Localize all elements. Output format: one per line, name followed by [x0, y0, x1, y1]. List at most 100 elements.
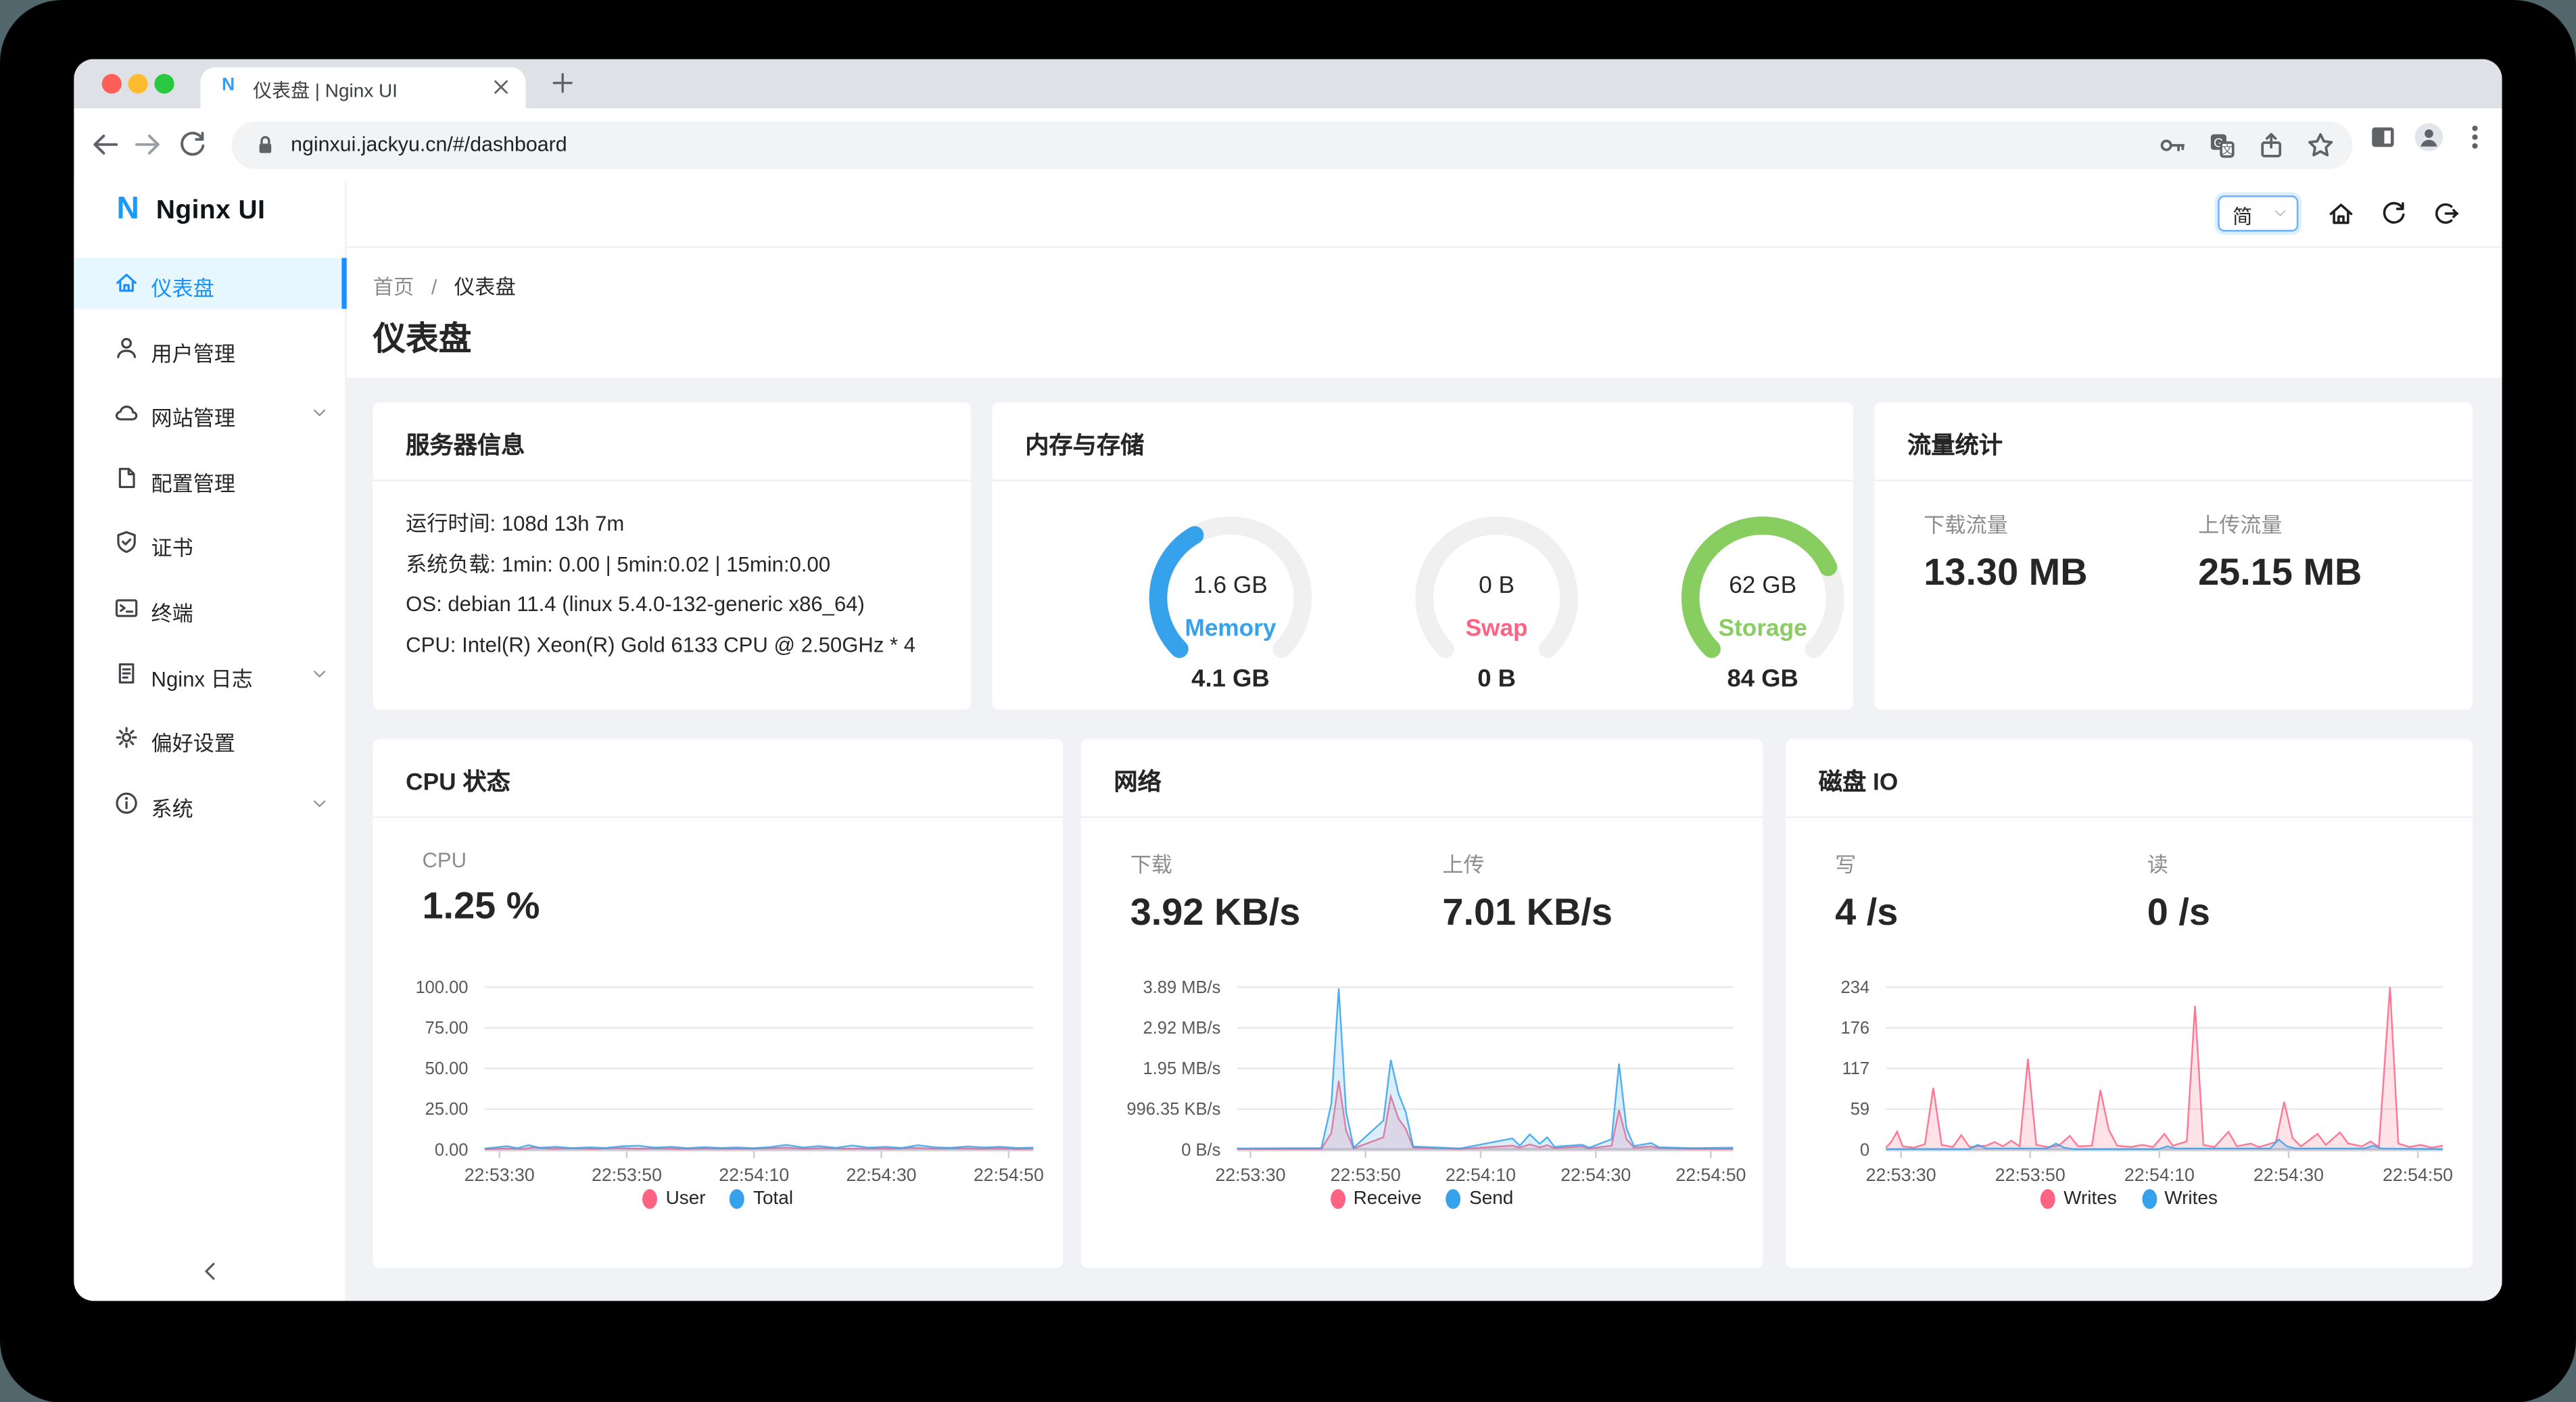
legend-item-user[interactable]: User: [642, 1189, 706, 1209]
side-panel-icon: [2372, 127, 2394, 147]
sidebar-item-info[interactable]: 系统: [74, 778, 346, 829]
legend-item-total[interactable]: Total: [730, 1189, 793, 1209]
back-icon: [93, 135, 118, 155]
svg-text:50.00: 50.00: [425, 1059, 469, 1078]
profile-avatar[interactable]: [2413, 122, 2444, 153]
sidebar-item-safety[interactable]: 证书: [74, 518, 346, 569]
language-select[interactable]: 简: [2218, 195, 2299, 232]
card-title: CPU 状态: [406, 770, 510, 797]
svg-text:100.00: 100.00: [415, 978, 468, 997]
legend-item-writes[interactable]: Writes: [2141, 1189, 2218, 1209]
legend-marker: [2141, 1189, 2157, 1209]
gauge-arc: [1149, 516, 1312, 658]
svg-text:75.00: 75.00: [425, 1019, 469, 1038]
sidebar-item-label: 网站管理: [151, 406, 235, 431]
legend-item-send[interactable]: Send: [1446, 1189, 1513, 1209]
lock-icon[interactable]: [252, 131, 279, 159]
sidebar-item-file[interactable]: 配置管理: [74, 453, 346, 504]
logo-n-icon: N: [116, 192, 139, 227]
tab-close-icon[interactable]: [490, 76, 512, 99]
statistic: 下载流量 13.30 MB: [1924, 508, 2087, 595]
info-icon: [116, 792, 137, 814]
legend-label: User: [665, 1189, 706, 1209]
legend-label: Receive: [1353, 1189, 1422, 1209]
svg-text:22:53:50: 22:53:50: [1995, 1165, 2066, 1185]
sidebar-item-gear[interactable]: 偏好设置: [74, 713, 346, 764]
legend-label: Total: [753, 1189, 794, 1209]
svg-text:59: 59: [1851, 1100, 1869, 1119]
card-title: 网络: [1114, 770, 1162, 797]
svg-text:22:54:10: 22:54:10: [719, 1165, 789, 1185]
chart-plot: 100.00 75.00 50.00 25.00 0.00 22:53:30 22:53:5…: [373, 969, 1064, 1190]
svg-text:22:53:50: 22:53:50: [592, 1165, 662, 1185]
svg-text:0 B/s: 0 B/s: [1181, 1140, 1220, 1159]
sidebar-item-terminal[interactable]: 终端: [74, 583, 346, 634]
sidebar: N Nginx UI 仪表盘用户管理网站管理配置管理证书终端 Nginx 日志偏好…: [74, 180, 347, 1301]
statistic-label: 上传流量: [2198, 512, 2283, 537]
forward-button[interactable]: [131, 128, 164, 162]
disk-io-card: 磁盘 IO 写 4 /s 读 0 /s 234 176 117 59 0 22:53:30 22:5…: [1786, 739, 2473, 1268]
svg-text:1.95 MB/s: 1.95 MB/s: [1143, 1059, 1221, 1078]
new-tab-icon: [552, 73, 573, 93]
legend-item-writes[interactable]: Writes: [2041, 1189, 2117, 1209]
card-title: 磁盘 IO: [1818, 770, 1899, 797]
server-info-card: 服务器信息 运行时间: 108d 13h 7m 系统负载: 1min: 0.00…: [373, 402, 972, 710]
svg-text:2.92 MB/s: 2.92 MB/s: [1143, 1019, 1221, 1038]
svg-text:996.35 KB/s: 996.35 KB/s: [1126, 1100, 1220, 1119]
sidebar-item-user[interactable]: 用户管理: [74, 323, 346, 374]
minimize-window-button[interactable]: [128, 74, 148, 94]
refresh-icon[interactable]: [2379, 199, 2408, 228]
terminal-icon: [115, 599, 138, 617]
legend-label: Writes: [2164, 1189, 2218, 1209]
svg-text:文: 文: [2222, 144, 2233, 156]
load-average-line: 系统负载: 1min: 0.00 | 5min:0.02 | 15min:0.0…: [406, 551, 831, 576]
legend-item-receive[interactable]: Receive: [1330, 1189, 1422, 1209]
legend-marker: [2041, 1189, 2055, 1209]
app-logo: N Nginx UI: [74, 180, 346, 246]
file-icon: [118, 467, 135, 488]
home-icon: [2329, 203, 2353, 224]
browser-tab-strip: N 仪表盘 | Nginx UI: [74, 59, 2502, 109]
page-title: 仪表盘: [373, 322, 472, 358]
sidebar-item-label: 终端: [151, 601, 193, 626]
side-panel-icon[interactable]: [2367, 122, 2398, 153]
close-window-button[interactable]: [101, 74, 122, 94]
sidebar-item-label: Nginx 日志: [151, 666, 253, 691]
chart-legend: Writes Writes: [1786, 1189, 2473, 1209]
browser-tab[interactable]: N 仪表盘 | Nginx UI: [200, 67, 526, 109]
card-title: 内存与存储: [1025, 433, 1145, 460]
new-tab-button[interactable]: [549, 69, 577, 97]
svg-text:3.89 MB/s: 3.89 MB/s: [1143, 978, 1221, 997]
safety-icon: [117, 531, 136, 554]
breadcrumb-home[interactable]: 首页: [373, 276, 414, 299]
svg-text:22:54:30: 22:54:30: [2253, 1165, 2324, 1185]
browser-menu-icon[interactable]: [2459, 122, 2490, 153]
sidebar-item-log[interactable]: Nginx 日志: [74, 648, 346, 699]
legend-marker: [730, 1189, 745, 1209]
lock-icon: [259, 136, 272, 153]
gauge-arc: [1415, 516, 1578, 658]
key-icon[interactable]: [2157, 130, 2188, 161]
reload-button[interactable]: [176, 128, 209, 162]
url-text: nginxui.jackyu.cn/#/dashboard: [291, 132, 567, 156]
zoom-window-button[interactable]: [154, 74, 174, 94]
statistic: CPU 1.25 %: [422, 848, 540, 928]
cpu-model-line: CPU: Intel(R) Xeon(R) Gold 6133 CPU @ 2.…: [406, 631, 916, 657]
gauge-arc: [1681, 516, 1844, 658]
sidebar-collapse-button[interactable]: [197, 1258, 224, 1284]
statistic: 上传流量 25.15 MB: [2198, 508, 2362, 595]
sidebar-item-home[interactable]: 仪表盘: [74, 258, 347, 309]
statistic: 读 0 /s: [2147, 848, 2210, 935]
back-button[interactable]: [89, 128, 122, 162]
logout-icon: [2435, 203, 2459, 224]
svg-text:22:53:50: 22:53:50: [1331, 1165, 1401, 1185]
home-icon[interactable]: [2327, 199, 2356, 228]
logout-icon[interactable]: [2431, 199, 2461, 228]
sidebar-item-cloud[interactable]: 网站管理: [74, 388, 346, 439]
share-icon[interactable]: [2256, 130, 2287, 161]
favicon: N: [222, 75, 235, 95]
star-icon[interactable]: [2305, 130, 2336, 161]
chart-plot: 234 176 117 59 0 22:53:30 22:53:50 22:54:10 22:5…: [1786, 969, 2473, 1190]
